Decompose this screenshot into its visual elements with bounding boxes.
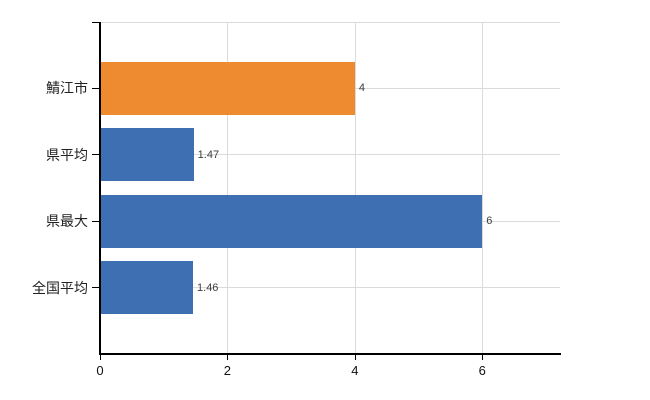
x-axis-tick-label: 0 [96, 363, 104, 378]
x-axis-tick [227, 355, 229, 360]
x-axis-tick [482, 355, 484, 360]
gridline-horizontal [100, 154, 560, 156]
x-axis-tick-label: 6 [478, 363, 486, 378]
y-axis-tick [92, 287, 99, 289]
x-axis-tick-label: 4 [351, 363, 359, 378]
bar-value-label: 4 [358, 82, 365, 95]
gridline-horizontal [100, 287, 560, 289]
y-axis-category-label: 県最大 [46, 213, 88, 230]
bar [100, 194, 483, 248]
gridline-vertical [354, 22, 356, 354]
y-axis-tick [92, 154, 99, 156]
y-axis-tick [92, 220, 99, 222]
bar-value-label: 1.46 [197, 281, 219, 294]
y-axis-line [99, 22, 101, 355]
gridline-vertical [482, 22, 484, 354]
y-axis-tick [92, 87, 99, 89]
gridline-horizontal [100, 22, 560, 23]
bar-value-label: 1.47 [197, 148, 220, 161]
x-axis-tick-label: 2 [223, 363, 232, 378]
x-axis-tick [100, 355, 101, 360]
y-axis-category-label: 全国平均 [32, 279, 88, 296]
bar [100, 61, 355, 115]
y-axis-category-label: 県平均 [46, 146, 88, 163]
y-axis-tick [92, 22, 99, 23]
bar-value-label: 6 [486, 215, 493, 228]
y-axis-category-label: 鯖江市 [46, 80, 88, 97]
gridline-vertical [227, 22, 229, 354]
bar [100, 128, 194, 182]
bar [100, 261, 194, 315]
x-axis-line [99, 353, 561, 355]
x-axis-tick [354, 355, 356, 360]
plot-area: 4 鯖江市 1.47 県平均 6 県最大 1.46 全国平均 0 2 4 6 [32, 22, 561, 378]
